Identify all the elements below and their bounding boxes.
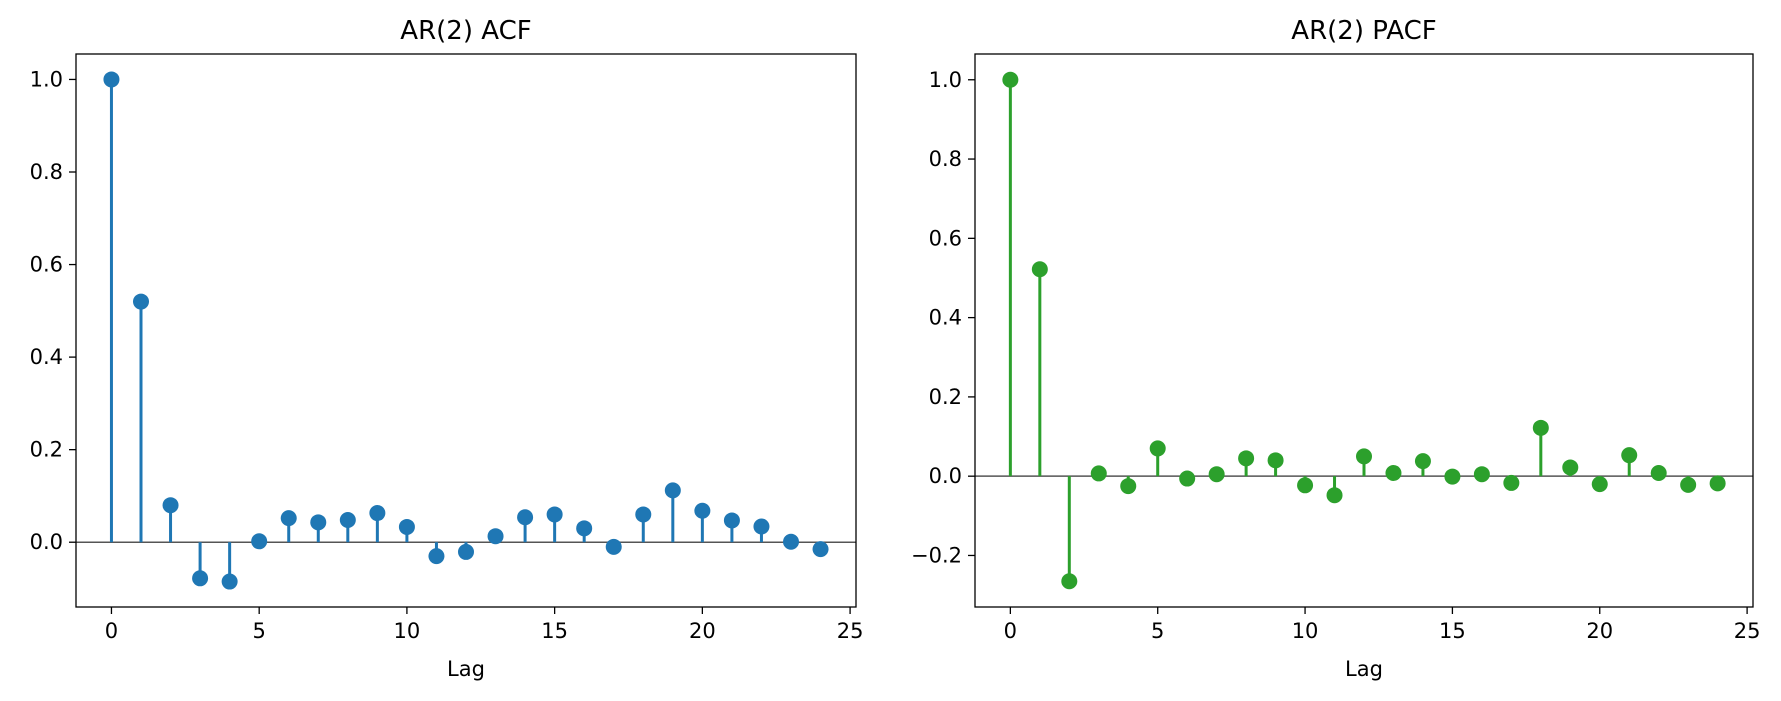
stem-marker: [310, 514, 327, 531]
pacf-subplot: AR(2) PACF 0 5 10 15 20 25 −0.2 0.0 0.2 0.4 0.6 0.…: [911, 16, 1760, 681]
x-tick-label: 15: [541, 619, 568, 643]
stem-marker: [753, 518, 770, 535]
stem-marker: [251, 533, 268, 550]
acf-x-axis-label: Lag: [447, 657, 485, 681]
x-tick-label: 0: [105, 619, 118, 643]
stem-marker: [458, 543, 474, 560]
stem-marker: [664, 482, 681, 499]
y-tick-label: −0.2: [911, 543, 962, 567]
y-tick-label: 0.0: [30, 530, 63, 554]
stem-marker: [635, 506, 652, 523]
stem-marker: [103, 71, 120, 88]
acf-axes-frame: [75, 53, 857, 608]
y-tick-label: 0.4: [929, 306, 962, 330]
x-tick-label: 15: [1439, 619, 1466, 643]
stem-marker: [576, 520, 593, 537]
stem-marker: [428, 548, 445, 565]
y-tick-label: 0.6: [30, 253, 63, 277]
y-tick-label: 0.2: [929, 385, 962, 409]
stem-marker: [723, 512, 740, 529]
acf-x-ticks: 0 5 10 15 20 25: [105, 607, 864, 643]
stem-marker: [162, 497, 179, 514]
stem-marker: [1591, 476, 1608, 493]
x-tick-label: 20: [1586, 619, 1613, 643]
stem-marker: [1385, 465, 1402, 482]
x-tick-label: 5: [252, 619, 265, 643]
stem-marker: [1149, 440, 1166, 457]
x-tick-label: 25: [837, 619, 864, 643]
pacf-y-ticks: −0.2 0.0 0.2 0.4 0.6 0.8 1.0: [911, 68, 975, 567]
stem-marker: [1356, 448, 1372, 465]
x-tick-label: 25: [1734, 619, 1761, 643]
stem-marker: [1473, 466, 1490, 483]
stem-marker: [1031, 261, 1048, 278]
stem-marker: [783, 533, 799, 550]
stem-marker: [133, 293, 149, 310]
stem-marker: [546, 506, 563, 523]
stem-marker: [1414, 453, 1431, 470]
y-tick-label: 1.0: [30, 67, 63, 91]
y-tick-label: 0.8: [30, 160, 63, 184]
stem-marker: [1297, 477, 1314, 494]
stem-marker: [1650, 465, 1667, 482]
stem-marker: [1503, 474, 1520, 491]
stem-marker: [694, 502, 711, 519]
stem-marker: [1709, 475, 1726, 492]
y-tick-label: 0.8: [929, 147, 962, 171]
y-tick-label: 0.6: [929, 226, 962, 250]
stem-marker: [280, 510, 297, 527]
y-tick-label: 0.2: [30, 438, 63, 462]
stem-marker: [192, 570, 209, 587]
stem-marker: [1208, 466, 1225, 483]
stem-marker: [1061, 573, 1078, 590]
stem-marker: [517, 509, 534, 526]
stem-marker: [1680, 476, 1697, 493]
y-tick-label: 0.0: [929, 464, 962, 488]
acf-y-ticks: 0.0 0.2 0.4 0.6 0.8 1.0: [30, 67, 76, 554]
x-tick-label: 0: [1004, 619, 1017, 643]
stem-marker: [221, 573, 238, 590]
acf-stems: [76, 71, 856, 590]
acf-title: AR(2) ACF: [400, 16, 531, 46]
pacf-x-ticks: 0 5 10 15 20 25: [1004, 607, 1761, 643]
pacf-x-axis-label: Lag: [1345, 657, 1383, 681]
acf-subplot: AR(2) ACF 0 5 10 15 20 25 0.00.20.40.60.81.0 …: [30, 16, 864, 681]
stem-marker: [812, 541, 829, 558]
x-tick-label: 20: [689, 619, 716, 643]
stem-marker: [1267, 452, 1284, 469]
pacf-axes-frame: [974, 53, 1754, 608]
stem-marker: [1002, 71, 1019, 88]
x-tick-label: 10: [1292, 619, 1319, 643]
pacf-stems: [975, 71, 1753, 590]
stem-marker: [605, 538, 622, 555]
stem-marker: [1444, 468, 1461, 485]
stem-marker: [1238, 450, 1255, 467]
x-tick-label: 10: [394, 619, 421, 643]
stem-marker: [1562, 459, 1579, 476]
stem-marker: [1532, 419, 1549, 436]
stem-marker: [487, 528, 504, 545]
pacf-title: AR(2) PACF: [1291, 16, 1436, 46]
stem-marker: [1621, 447, 1638, 464]
stem-marker: [1179, 470, 1196, 487]
y-tick-label: 0.4: [30, 345, 63, 369]
stem-marker: [1120, 478, 1137, 495]
x-tick-label: 5: [1151, 619, 1164, 643]
y-tick-label: 1.0: [929, 68, 962, 92]
stem-marker: [1090, 465, 1107, 482]
stem-marker: [339, 512, 356, 529]
stem-marker: [398, 518, 415, 535]
stem-marker: [1326, 487, 1343, 504]
stem-marker: [369, 505, 386, 522]
